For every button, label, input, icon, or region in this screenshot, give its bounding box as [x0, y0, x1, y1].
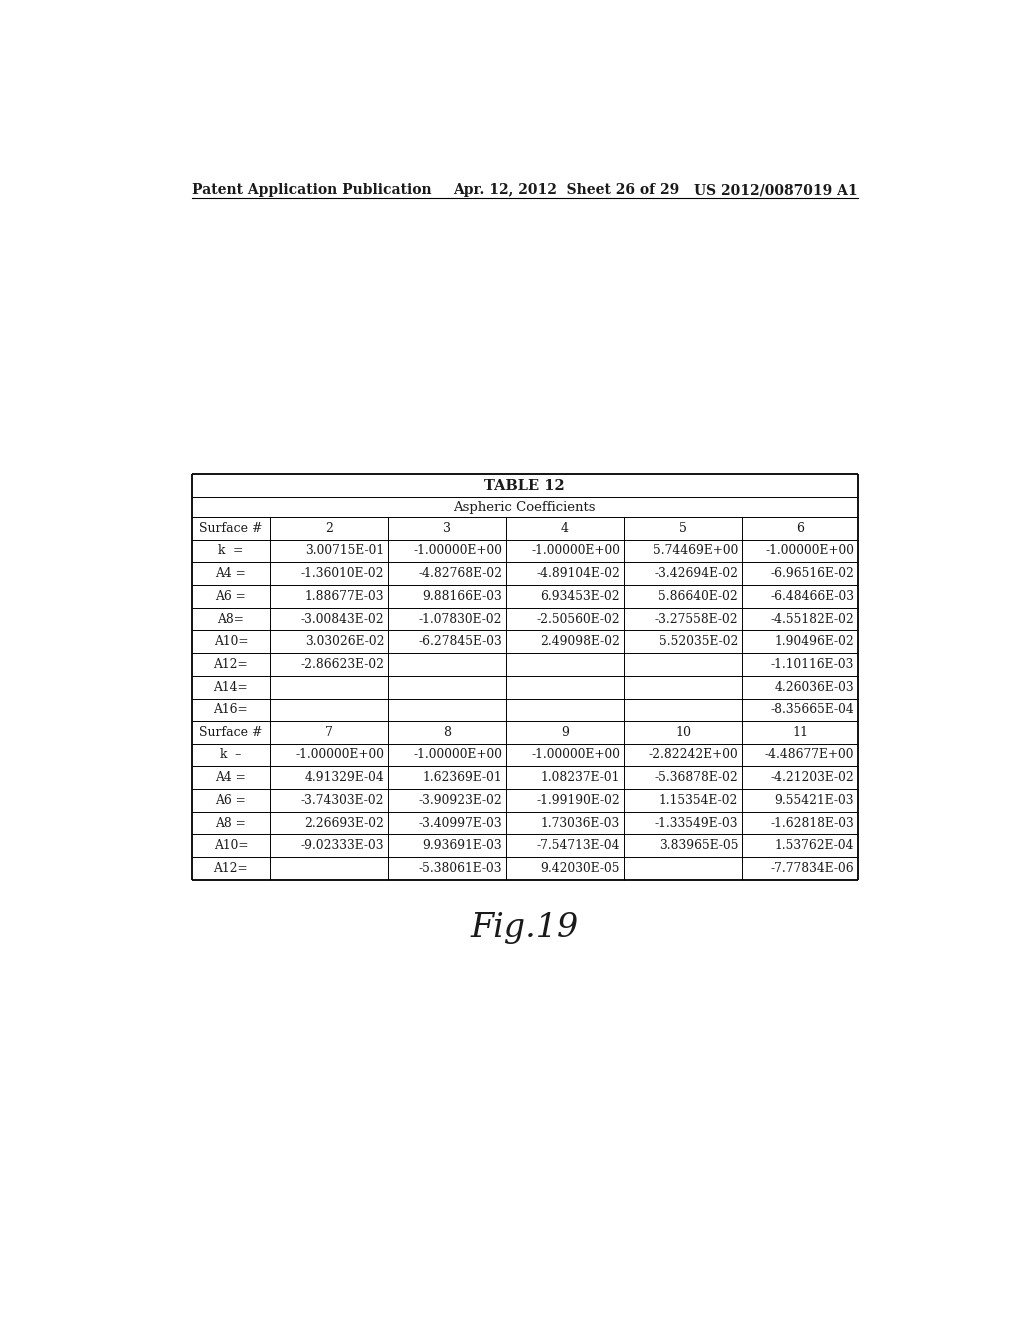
Text: A16=: A16=	[214, 704, 248, 717]
Text: Surface #: Surface #	[199, 521, 262, 535]
Text: -1.07830E-02: -1.07830E-02	[419, 612, 502, 626]
Text: 3.00715E-01: 3.00715E-01	[305, 544, 384, 557]
Text: A14=: A14=	[214, 681, 248, 694]
Text: A4 =: A4 =	[215, 568, 246, 579]
Text: 7: 7	[326, 726, 333, 739]
Text: 1.73036E-03: 1.73036E-03	[541, 817, 621, 829]
Text: -4.48677E+00: -4.48677E+00	[765, 748, 854, 762]
Text: 1.08237E-01: 1.08237E-01	[541, 771, 621, 784]
Text: -2.86623E-02: -2.86623E-02	[300, 657, 384, 671]
Text: 5.86640E-02: 5.86640E-02	[658, 590, 738, 603]
Text: A12=: A12=	[214, 657, 248, 671]
Text: -1.00000E+00: -1.00000E+00	[531, 544, 621, 557]
Text: 3.83965E-05: 3.83965E-05	[658, 840, 738, 853]
Text: 1.15354E-02: 1.15354E-02	[658, 793, 738, 807]
Text: 9.88166E-03: 9.88166E-03	[423, 590, 502, 603]
Text: 5.74469E+00: 5.74469E+00	[653, 544, 738, 557]
Text: -4.89104E-02: -4.89104E-02	[537, 568, 621, 579]
Text: 2.49098E-02: 2.49098E-02	[541, 635, 621, 648]
Text: -6.96516E-02: -6.96516E-02	[770, 568, 854, 579]
Text: 6.93453E-02: 6.93453E-02	[541, 590, 621, 603]
Text: A6 =: A6 =	[215, 793, 246, 807]
Text: -4.21203E-02: -4.21203E-02	[770, 771, 854, 784]
Text: Apr. 12, 2012  Sheet 26 of 29: Apr. 12, 2012 Sheet 26 of 29	[454, 183, 680, 197]
Text: -1.00000E+00: -1.00000E+00	[414, 544, 502, 557]
Text: A6 =: A6 =	[215, 590, 246, 603]
Text: -3.90923E-02: -3.90923E-02	[419, 793, 502, 807]
Text: A12=: A12=	[214, 862, 248, 875]
Text: -7.54713E-04: -7.54713E-04	[537, 840, 621, 853]
Text: Patent Application Publication: Patent Application Publication	[191, 183, 431, 197]
Text: 9: 9	[561, 726, 569, 739]
Text: 2: 2	[326, 521, 333, 535]
Text: 9.42030E-05: 9.42030E-05	[541, 862, 621, 875]
Text: 8: 8	[443, 726, 452, 739]
Text: -7.77834E-06: -7.77834E-06	[770, 862, 854, 875]
Text: TABLE 12: TABLE 12	[484, 479, 565, 492]
Text: -2.50560E-02: -2.50560E-02	[537, 612, 621, 626]
Text: 3.03026E-02: 3.03026E-02	[305, 635, 384, 648]
Text: -4.55182E-02: -4.55182E-02	[770, 612, 854, 626]
Text: 5.52035E-02: 5.52035E-02	[658, 635, 738, 648]
Text: -1.00000E+00: -1.00000E+00	[765, 544, 854, 557]
Text: -3.27558E-02: -3.27558E-02	[654, 612, 738, 626]
Text: 1.88677E-03: 1.88677E-03	[305, 590, 384, 603]
Text: 2.26693E-02: 2.26693E-02	[304, 817, 384, 829]
Text: -9.02333E-03: -9.02333E-03	[301, 840, 384, 853]
Text: A8 =: A8 =	[215, 817, 246, 829]
Text: 1.62369E-01: 1.62369E-01	[423, 771, 502, 784]
Text: -3.74303E-02: -3.74303E-02	[301, 793, 384, 807]
Text: -4.82768E-02: -4.82768E-02	[418, 568, 502, 579]
Text: 1.53762E-04: 1.53762E-04	[775, 840, 854, 853]
Text: -1.00000E+00: -1.00000E+00	[531, 748, 621, 762]
Text: -5.36878E-02: -5.36878E-02	[654, 771, 738, 784]
Text: 4.91329E-04: 4.91329E-04	[304, 771, 384, 784]
Text: 3: 3	[443, 521, 452, 535]
Text: -1.33549E-03: -1.33549E-03	[654, 817, 738, 829]
Text: Surface #: Surface #	[199, 726, 262, 739]
Text: -3.00843E-02: -3.00843E-02	[301, 612, 384, 626]
Text: -1.62818E-03: -1.62818E-03	[770, 817, 854, 829]
Text: -6.48466E-03: -6.48466E-03	[770, 590, 854, 603]
Text: 1.90496E-02: 1.90496E-02	[774, 635, 854, 648]
Text: k  =: k =	[218, 544, 244, 557]
Text: A10=: A10=	[214, 635, 248, 648]
Text: 5: 5	[679, 521, 687, 535]
Text: 6: 6	[796, 521, 804, 535]
Text: Fig.19: Fig.19	[471, 912, 579, 944]
Text: -5.38061E-03: -5.38061E-03	[419, 862, 502, 875]
Text: A8=: A8=	[217, 612, 245, 626]
Text: -1.00000E+00: -1.00000E+00	[414, 748, 502, 762]
Text: 4: 4	[561, 521, 569, 535]
Text: -2.82242E+00: -2.82242E+00	[648, 748, 738, 762]
Text: k  –: k –	[220, 748, 242, 762]
Text: -3.40997E-03: -3.40997E-03	[419, 817, 502, 829]
Text: -8.35665E-04: -8.35665E-04	[770, 704, 854, 717]
Text: A10=: A10=	[214, 840, 248, 853]
Text: -1.99190E-02: -1.99190E-02	[537, 793, 621, 807]
Text: 10: 10	[675, 726, 691, 739]
Text: -1.36010E-02: -1.36010E-02	[301, 568, 384, 579]
Text: 9.55421E-03: 9.55421E-03	[775, 793, 854, 807]
Text: US 2012/0087019 A1: US 2012/0087019 A1	[694, 183, 858, 197]
Text: -1.10116E-03: -1.10116E-03	[771, 657, 854, 671]
Text: A4 =: A4 =	[215, 771, 246, 784]
Text: 4.26036E-03: 4.26036E-03	[774, 681, 854, 694]
Text: 11: 11	[793, 726, 808, 739]
Text: 9.93691E-03: 9.93691E-03	[423, 840, 502, 853]
Text: -1.00000E+00: -1.00000E+00	[295, 748, 384, 762]
Text: Aspheric Coefficients: Aspheric Coefficients	[454, 500, 596, 513]
Text: -3.42694E-02: -3.42694E-02	[654, 568, 738, 579]
Text: -6.27845E-03: -6.27845E-03	[419, 635, 502, 648]
